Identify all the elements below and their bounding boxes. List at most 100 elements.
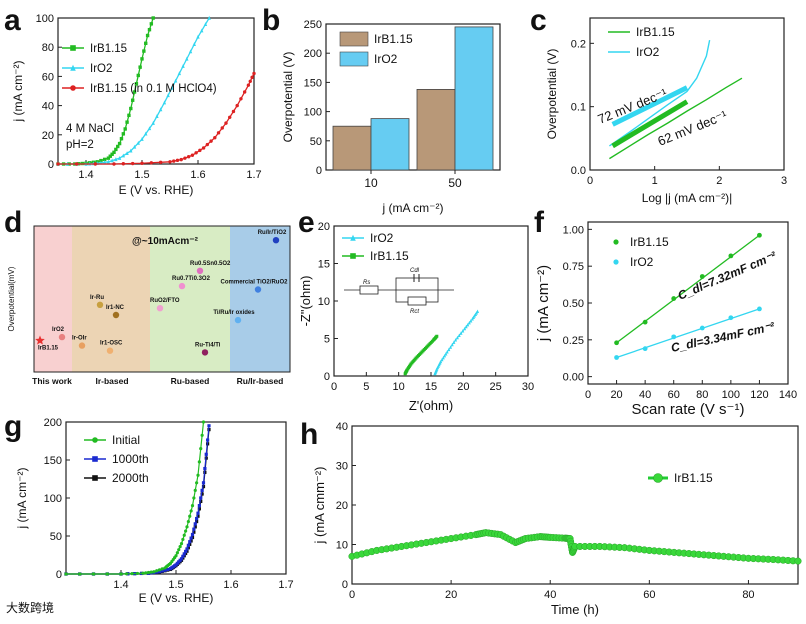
legend-label: IrO2 xyxy=(636,45,660,59)
data-point xyxy=(757,232,762,238)
y-tick-label: 1.00 xyxy=(563,224,584,236)
data-point xyxy=(444,351,448,356)
data-point xyxy=(213,136,217,140)
panel-letter-h: h xyxy=(300,418,318,451)
data-point xyxy=(614,340,619,346)
data-point xyxy=(70,64,76,71)
x-axis-label: Log |j (mA cm⁻²)| xyxy=(642,191,733,205)
plot-frame xyxy=(589,17,785,171)
data-point xyxy=(144,41,148,46)
panel-letter-f: f xyxy=(534,206,545,239)
data-point xyxy=(179,542,184,546)
x-tick-label: 30 xyxy=(522,381,534,393)
point-label: Ir1-NC xyxy=(106,305,125,311)
y-tick-label: 0 xyxy=(48,159,54,171)
plot-frame xyxy=(351,425,799,585)
data-point xyxy=(195,516,199,521)
data-point xyxy=(147,126,152,131)
data-point xyxy=(200,488,204,492)
y-tick-label: 80 xyxy=(42,42,54,54)
series-IrO2 xyxy=(609,40,711,147)
data-point xyxy=(179,157,183,162)
data-point xyxy=(125,120,129,124)
panel-letter-e: e xyxy=(298,206,315,239)
annotation: 4 M NaCl xyxy=(66,123,114,135)
data-point xyxy=(184,529,188,533)
data-point xyxy=(177,71,182,76)
x-tick-label: 1.5 xyxy=(168,579,183,591)
x-axis-label: Scan rate (V s⁻¹) xyxy=(632,401,745,418)
legend-label: IrB1.15 xyxy=(674,471,713,485)
y-tick-label: 20 xyxy=(318,221,330,233)
data-point xyxy=(102,157,107,162)
y-tick-label: 200 xyxy=(304,48,322,60)
y-tick-label: 5 xyxy=(324,334,330,346)
data-point xyxy=(121,132,126,136)
data-point xyxy=(728,315,734,321)
legend-marker xyxy=(653,473,663,483)
series-line xyxy=(58,73,255,165)
legend-label: IrO2 xyxy=(370,231,394,245)
data-point xyxy=(207,15,211,20)
data-point xyxy=(250,75,254,80)
axes-b: 0 50 100 150 200 250 j (mA cm⁻²) Overpotential … xyxy=(281,19,501,215)
axes-e: 0 5 10 15 20 25 3005101520Z'(ohm)-Z"(ohm)IrO2I… xyxy=(298,221,534,413)
legend-label: 2000th xyxy=(112,471,149,485)
data-point xyxy=(216,131,221,135)
data-point xyxy=(130,161,135,166)
y-tick-label: 200 xyxy=(44,417,62,429)
y-tick-label: 0.2 xyxy=(571,38,586,50)
x-tick-label: 1.4 xyxy=(113,579,128,591)
x-axis-label: E (V vs. RHE) xyxy=(139,591,214,605)
data-point xyxy=(671,296,677,301)
data-point xyxy=(160,567,164,571)
y-axis-label: Overpotential(mV) xyxy=(7,266,16,331)
x-tick-label: 25 xyxy=(490,381,502,393)
data-point xyxy=(188,514,192,518)
data-point xyxy=(117,155,122,160)
bar-IrB1.15-50 xyxy=(416,89,456,171)
x-tick-label: 1.4 xyxy=(78,169,93,181)
point-label: Ir1-OSC xyxy=(100,341,123,347)
data-point xyxy=(144,571,148,575)
data-point xyxy=(197,504,201,508)
data-point xyxy=(467,320,471,325)
data-point xyxy=(183,156,187,160)
x-tick-label: 1.7 xyxy=(246,169,261,181)
data-point xyxy=(757,306,762,312)
x-axis-label: Time (h) xyxy=(551,602,599,617)
data-point xyxy=(91,572,96,576)
data-point xyxy=(156,305,164,312)
panel-letter-d: d xyxy=(4,206,22,239)
data-point xyxy=(200,433,204,437)
data-point xyxy=(254,286,262,293)
y-tick-label: 20 xyxy=(42,130,54,142)
data-point xyxy=(441,355,445,360)
y-axis-label: j (mA cm⁻²) xyxy=(535,265,552,342)
bar-IrO2-50 xyxy=(454,26,494,171)
legend-label: IrO2 xyxy=(374,52,398,66)
data-point xyxy=(350,253,356,259)
series-IrB1.15 xyxy=(348,529,802,565)
y-tick-label: 0.1 xyxy=(571,102,586,114)
data-point xyxy=(119,572,123,576)
data-point xyxy=(184,549,188,553)
axes-g: 1.4 1.5 1.6 1.7 0 50 100 150 200 E (V vs. RHE) j (… xyxy=(15,417,294,605)
series-IrB1.15 xyxy=(614,232,762,346)
data-point xyxy=(246,83,251,87)
data-point xyxy=(110,158,114,163)
x-axis-label: E (V vs. RHE) xyxy=(119,183,194,197)
x-tick-label: 2 xyxy=(716,175,722,187)
data-point xyxy=(181,554,185,558)
data-point xyxy=(92,456,98,462)
data-point xyxy=(194,151,198,155)
legend-label: IrB1.15 xyxy=(374,32,413,46)
group-label: Ir-based xyxy=(95,376,128,386)
legend-label: IrO2 xyxy=(630,255,654,269)
data-point xyxy=(129,106,133,111)
plot-frame xyxy=(57,17,255,165)
data-point xyxy=(58,333,66,341)
x-tick-label: 20 xyxy=(610,389,622,401)
data-point xyxy=(157,568,162,572)
data-point xyxy=(200,492,204,496)
